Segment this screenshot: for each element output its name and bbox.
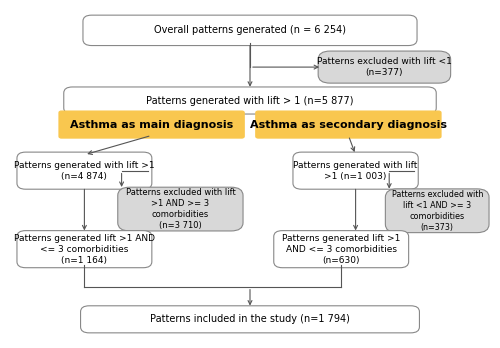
- Text: Patterns generated with lift > 1 (n=5 877): Patterns generated with lift > 1 (n=5 87…: [146, 95, 354, 105]
- FancyBboxPatch shape: [64, 87, 436, 114]
- Text: Patterns excluded with
lift <1 AND >= 3
comorbidities
(n=373): Patterns excluded with lift <1 AND >= 3 …: [392, 190, 483, 232]
- FancyBboxPatch shape: [17, 231, 152, 268]
- Text: Patterns excluded with lift
>1 AND >= 3
comorbidities
(n=3 710): Patterns excluded with lift >1 AND >= 3 …: [126, 188, 236, 230]
- Text: Overall patterns generated (n = 6 254): Overall patterns generated (n = 6 254): [154, 25, 346, 35]
- FancyBboxPatch shape: [274, 231, 408, 268]
- Text: Patterns included in the study (n=1 794): Patterns included in the study (n=1 794): [150, 314, 350, 324]
- Text: Patterns generated lift >1 AND
<= 3 comorbidities
(n=1 164): Patterns generated lift >1 AND <= 3 como…: [14, 234, 155, 265]
- FancyBboxPatch shape: [118, 187, 243, 231]
- Text: Patterns generated with lift >1
(n=4 874): Patterns generated with lift >1 (n=4 874…: [14, 161, 154, 181]
- FancyBboxPatch shape: [80, 306, 419, 333]
- FancyBboxPatch shape: [256, 111, 441, 138]
- Text: Asthma as secondary diagnosis: Asthma as secondary diagnosis: [250, 120, 447, 129]
- Text: Patterns generated with lift
>1 (n=1 003): Patterns generated with lift >1 (n=1 003…: [294, 161, 418, 181]
- FancyBboxPatch shape: [83, 15, 417, 46]
- Text: Patterns generated lift >1
AND <= 3 comorbidities
(n=630): Patterns generated lift >1 AND <= 3 como…: [282, 234, 401, 265]
- FancyBboxPatch shape: [318, 51, 450, 83]
- FancyBboxPatch shape: [386, 189, 489, 232]
- FancyBboxPatch shape: [59, 111, 244, 138]
- Text: Patterns excluded with lift <1
(n=377): Patterns excluded with lift <1 (n=377): [317, 57, 452, 77]
- Text: Asthma as main diagnosis: Asthma as main diagnosis: [70, 120, 233, 129]
- FancyBboxPatch shape: [293, 152, 418, 189]
- FancyBboxPatch shape: [17, 152, 152, 189]
